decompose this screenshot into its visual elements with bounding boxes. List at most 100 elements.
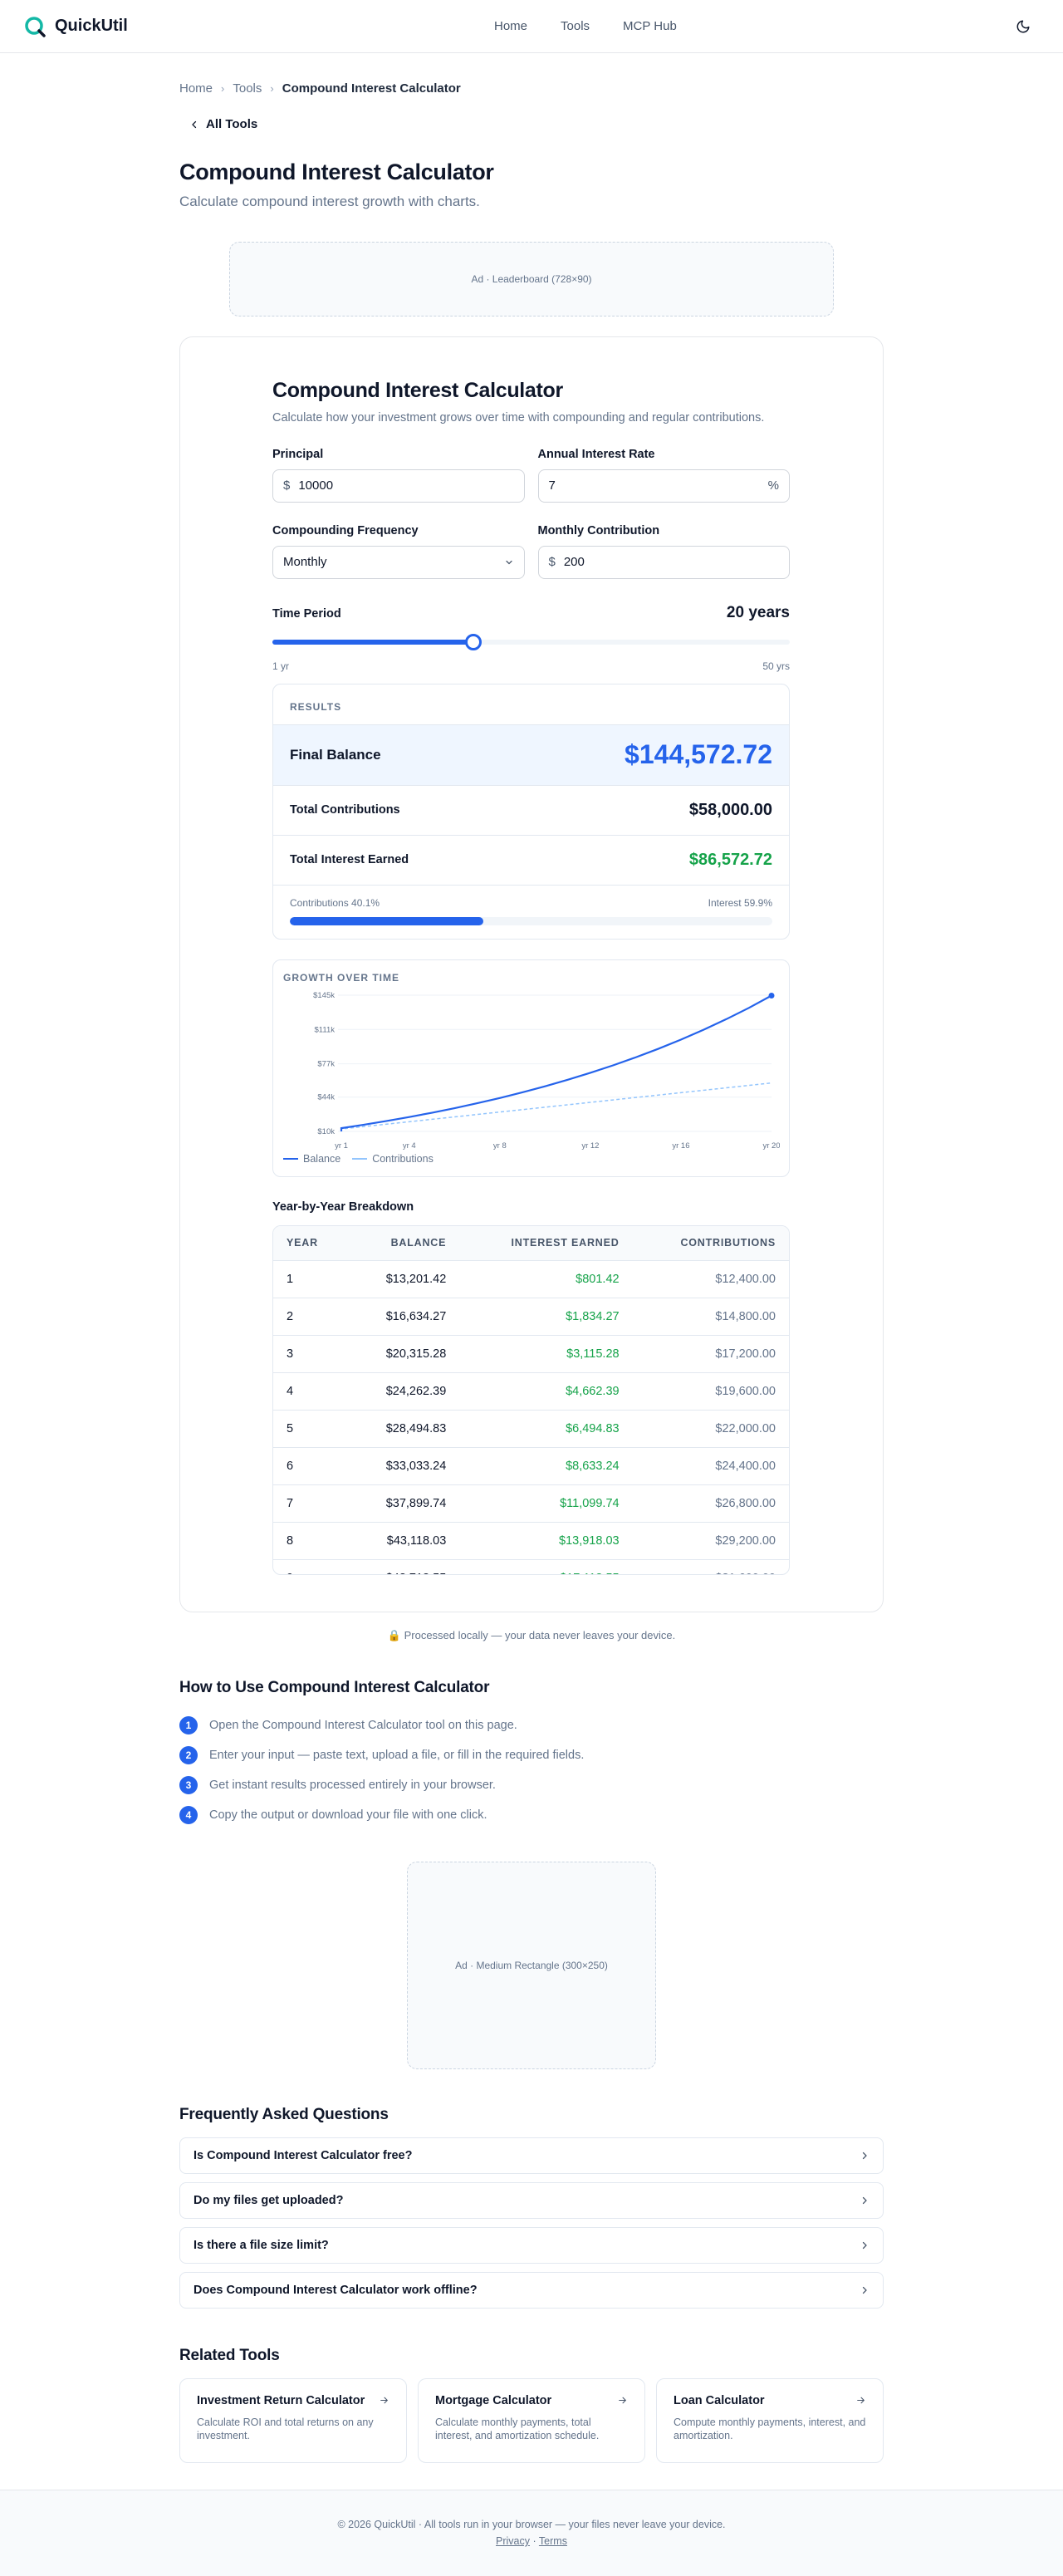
privacy-note: 🔒 Processed locally — your data never le… [387, 1628, 676, 1641]
cell-interest: $11,099.74 [459, 1484, 633, 1523]
slider-fill [272, 639, 473, 645]
slider-min-label: 1 yr [272, 660, 290, 672]
breakdown-table-container[interactable]: YEAR BALANCE INTEREST EARNED CONTRIBUTIO… [272, 1224, 790, 1575]
faq-item[interactable]: Do my files get uploaded? [179, 2181, 884, 2219]
chevron-right-icon [862, 2152, 867, 2159]
principal-input[interactable]: $ 10000 [272, 469, 525, 503]
how-to-steps: 1 Open the Compound Interest Calculator t… [179, 1710, 884, 1830]
frequency-select[interactable]: Monthly [272, 545, 525, 579]
theme-toggle-button[interactable] [1010, 13, 1036, 40]
site-footer: © 2026 QuickUtil · All tools run in your… [0, 2489, 1063, 2576]
contribution-split: Contributions 40.1% Interest 59.9% [273, 886, 789, 939]
page-title: Compound Interest Calculator [179, 159, 494, 184]
faq-item[interactable]: Does Compound Interest Calculator work o… [179, 2271, 884, 2309]
col-year: YEAR [273, 1225, 348, 1261]
split-bar [290, 916, 772, 925]
footer-privacy-link[interactable]: Privacy [496, 2535, 531, 2547]
x-tick-label: yr 12 [581, 1141, 599, 1150]
how-to-step: 2 Enter your input — paste text, upload a… [179, 1740, 884, 1770]
dollar-prefix: $ [283, 478, 291, 493]
faq-item[interactable]: Is Compound Interest Calculator free? [179, 2137, 884, 2174]
table-row: 7 $37,899.74 $11,099.74 $26,800.00 [273, 1484, 789, 1523]
time-period-label: Time Period [272, 606, 341, 621]
growth-chart-card: GROWTH OVER TIME $10k $44k $77k $111k $145k y… [272, 959, 790, 1177]
related-tools-section: Related Tools Investment Return Calculat… [179, 2347, 884, 2463]
balance-line [340, 994, 772, 1131]
related-tool-description: Compute monthly payments, interest, and … [674, 2416, 866, 2442]
cell-interest: $801.42 [459, 1260, 633, 1298]
ad-medium-label: Ad · Medium Rectangle (300×250) [455, 1959, 608, 1971]
table-row: 8 $43,118.03 $13,918.03 $29,200.00 [273, 1522, 789, 1560]
breadcrumb-tools[interactable]: Tools [233, 81, 262, 96]
related-tool-card[interactable]: Mortgage Calculator Calculate monthly pay… [418, 2377, 645, 2463]
footer-terms-link[interactable]: Terms [538, 2535, 567, 2547]
cell-balance: $37,899.74 [347, 1484, 460, 1523]
nav-home[interactable]: Home [494, 19, 528, 33]
legend-contributions-swatch [352, 1157, 368, 1160]
rate-input[interactable]: 7 % [537, 469, 790, 503]
table-row: 2 $16,634.27 $1,834.27 $14,800.00 [273, 1298, 789, 1336]
page-subtitle: Calculate compound interest growth with … [179, 193, 480, 209]
final-balance-value: $144,572.72 [625, 739, 772, 769]
y-tick-label: $77k [317, 1059, 335, 1068]
related-tool-card[interactable]: Loan Calculator Compute monthly payments,… [656, 2377, 884, 2463]
rate-value: 7 [548, 478, 556, 493]
logo[interactable]: QuickUtil [23, 15, 128, 38]
cell-interest: $13,918.03 [459, 1522, 633, 1560]
cell-balance: $13,201.42 [347, 1260, 460, 1298]
table-row: 6 $33,033.24 $8,633.24 $24,400.00 [273, 1447, 789, 1485]
x-tick-label: yr 16 [672, 1141, 689, 1150]
frequency-label: Compounding Frequency [272, 523, 419, 537]
tool-description: Calculate how your investment grows over… [272, 410, 765, 424]
rate-group: Annual Interest Rate 7 % [537, 448, 790, 503]
main-content: Home › Tools › Compound Interest Calcula… [179, 81, 884, 2463]
tool-title: Compound Interest Calculator [272, 378, 563, 402]
cell-balance: $16,634.27 [347, 1298, 460, 1336]
breakdown-title: Year-by-Year Breakdown [272, 1200, 414, 1214]
slider-thumb[interactable] [464, 633, 482, 650]
nav-mcp-hub[interactable]: MCP Hub [623, 19, 677, 33]
growth-chart: $10k $44k $77k $111k $145k yr 1 yr 4 yr 8 yr 12 y… [313, 991, 780, 1151]
y-tick-label: $44k [317, 1092, 335, 1102]
related-tool-card[interactable]: Investment Return Calculator Calculate RO… [179, 2377, 407, 2463]
cell-contributions: $17,200.00 [632, 1335, 789, 1373]
faq-list: Is Compound Interest Calculator free? Do … [179, 2137, 884, 2309]
chevron-right-icon [862, 2286, 867, 2294]
total-contributions-label: Total Contributions [290, 803, 400, 817]
contribution-input[interactable]: $ 200 [537, 545, 790, 579]
step-text: Open the Compound Interest Calculator to… [209, 1718, 517, 1732]
cell-interest: $4,662.39 [459, 1372, 633, 1411]
x-tick-label: yr 1 [335, 1141, 348, 1150]
faq-section: Frequently Asked Questions Is Compound I… [179, 2106, 884, 2309]
how-to-section: How to Use Compound Interest Calculator … [179, 1679, 884, 1830]
cell-year: 9 [273, 1559, 348, 1574]
table-row: 3 $20,315.28 $3,115.28 $17,200.00 [273, 1335, 789, 1373]
cell-contributions: $31,600.00 [632, 1559, 789, 1574]
nav-tools[interactable]: Tools [561, 19, 590, 33]
legend-balance: Balance [283, 1153, 340, 1165]
contributions-percent-label: Contributions 40.1% [290, 896, 380, 909]
step-text: Get instant results processed entirely i… [209, 1778, 496, 1792]
related-tool-name: Mortgage Calculator [435, 2393, 552, 2407]
col-interest: INTEREST EARNED [459, 1225, 633, 1261]
y-tick-label: $145k [313, 991, 335, 1000]
cell-balance: $33,033.24 [347, 1447, 460, 1485]
cell-contributions: $14,800.00 [632, 1298, 789, 1336]
faq-question: Do my files get uploaded? [193, 2193, 344, 2207]
cell-interest: $17,113.55 [459, 1559, 633, 1574]
footer-text: © 2026 QuickUtil · All tools run in your… [337, 2519, 726, 2530]
cell-interest: $1,834.27 [459, 1298, 633, 1336]
chart-legend: Balance Contributions [283, 1153, 779, 1165]
cell-contributions: $26,800.00 [632, 1484, 789, 1523]
breadcrumb-current: Compound Interest Calculator [282, 81, 461, 96]
breadcrumb-home[interactable]: Home [179, 81, 213, 96]
step-number: 2 [179, 1745, 198, 1764]
final-balance-label: Final Balance [290, 746, 381, 763]
faq-item[interactable]: Is there a file size limit? [179, 2226, 884, 2264]
cell-contributions: $19,600.00 [632, 1372, 789, 1411]
chevron-left-icon [192, 120, 197, 128]
calculator-card: Compound Interest Calculator Calculate h… [179, 336, 884, 1612]
time-period-slider[interactable] [272, 633, 790, 650]
balance-end-point [768, 992, 775, 999]
all-tools-button[interactable]: All Tools [189, 117, 257, 131]
